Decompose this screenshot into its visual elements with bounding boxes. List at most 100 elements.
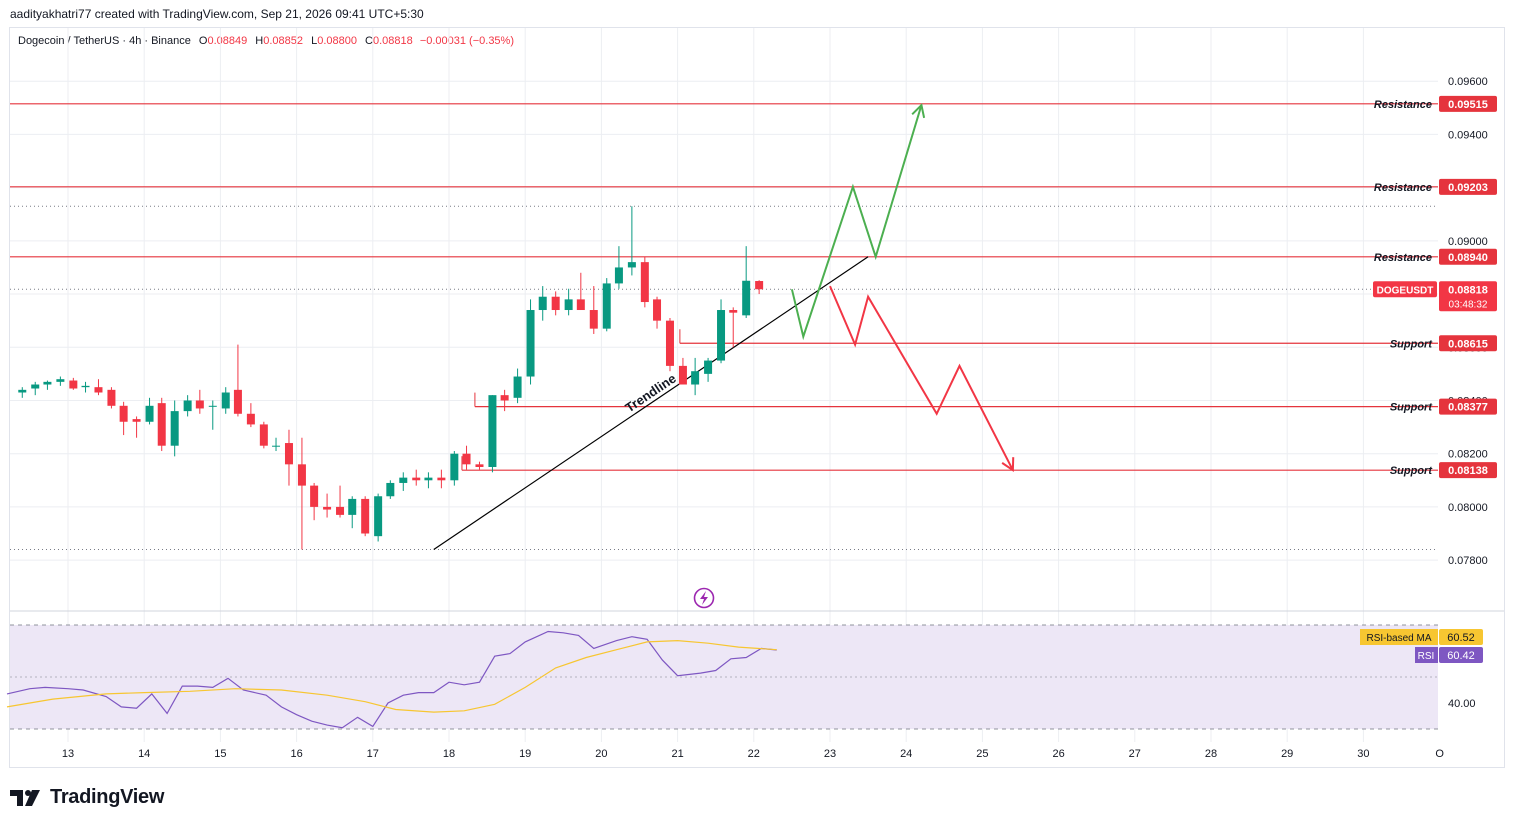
- level-price-tag: [1439, 398, 1497, 415]
- candle: [323, 493, 332, 518]
- candle: [729, 307, 738, 348]
- candle-body: [678, 365, 687, 385]
- candle-body: [348, 498, 357, 515]
- level-price-tag: [1439, 248, 1497, 265]
- candle: [488, 395, 497, 473]
- candle-body: [259, 424, 268, 446]
- x-tick-label: 24: [900, 748, 912, 760]
- resistance-label: Resistance: [1374, 99, 1432, 111]
- candle-body: [18, 389, 27, 393]
- rsi-layer: [6, 630, 777, 729]
- support-label: Support: [1390, 402, 1433, 414]
- candle-body: [755, 281, 764, 290]
- candle: [208, 400, 217, 430]
- candle: [336, 485, 345, 518]
- candle: [119, 401, 128, 436]
- candle-body: [589, 310, 598, 329]
- level-price-tag-text: 0.09203: [1448, 182, 1488, 194]
- candle-body: [361, 498, 370, 534]
- open-value: 0.08849: [207, 35, 248, 47]
- lightning-icon[interactable]: [693, 587, 715, 609]
- candle-body: [31, 384, 40, 389]
- candle-body: [43, 381, 52, 385]
- candle-body: [488, 395, 497, 467]
- high-label: H: [255, 35, 264, 47]
- candle: [614, 246, 623, 289]
- level-price-tag-text: 0.08940: [1448, 252, 1488, 264]
- level-price-tag-text: 0.08377: [1448, 402, 1488, 414]
- tradingview-logo-icon: [10, 789, 40, 806]
- candle-body: [81, 385, 90, 388]
- candle: [348, 496, 357, 529]
- candle-body: [614, 267, 623, 284]
- candle: [602, 278, 611, 332]
- rsi-y-tick-label: 40.00: [1448, 698, 1476, 710]
- level-price-tag: [1439, 178, 1497, 195]
- y-tick-label: 0.09400: [1448, 129, 1488, 141]
- candle: [56, 376, 65, 386]
- candle: [462, 445, 471, 470]
- y-tick-label: 0.09600: [1448, 76, 1488, 88]
- rsi-ma-line: [6, 639, 777, 713]
- projection-layer: [790, 103, 1015, 473]
- candle-body: [564, 299, 573, 311]
- candle-body: [538, 296, 547, 311]
- candle-body: [450, 453, 459, 481]
- x-tick-label: 28: [1205, 748, 1217, 760]
- candle: [538, 286, 547, 321]
- candle: [500, 389, 509, 412]
- candle: [755, 280, 764, 295]
- bullish-projection-path-arrowhead: [911, 103, 926, 119]
- candle: [576, 272, 585, 311]
- x-tick-label: 20: [595, 748, 607, 760]
- close-label: C: [365, 35, 373, 47]
- candle-body: [107, 389, 116, 406]
- candle-body: [437, 477, 446, 481]
- candle-body: [640, 262, 649, 303]
- candle: [665, 318, 674, 372]
- candle-body: [284, 443, 293, 465]
- candle: [132, 416, 141, 438]
- candle-body: [462, 453, 471, 465]
- rsi-ma-value: 60.52: [1447, 632, 1475, 644]
- symbol-title[interactable]: Dogecoin / TetherUS · 4h · Binance: [18, 35, 191, 47]
- x-tick-label: 18: [443, 748, 455, 760]
- candle: [272, 437, 281, 452]
- resistance-label: Resistance: [1374, 182, 1432, 194]
- candle: [233, 344, 242, 417]
- candle: [424, 472, 433, 489]
- support-label: Support: [1390, 465, 1433, 477]
- last-price-tag: [1439, 281, 1497, 312]
- candle: [526, 299, 535, 385]
- candle: [412, 469, 421, 486]
- candle-body: [500, 395, 509, 401]
- rsi-line: [6, 630, 777, 729]
- candle: [717, 299, 726, 364]
- candle-body: [627, 262, 636, 268]
- candle-body: [221, 392, 230, 409]
- level-price-tag-text: 0.09515: [1448, 99, 1488, 111]
- change-value: −0.00031 (−0.35%): [419, 35, 514, 47]
- candle: [284, 429, 293, 486]
- x-tick-label: 19: [519, 748, 531, 760]
- candle: [742, 246, 751, 318]
- candle: [678, 357, 687, 385]
- candle-body: [208, 405, 217, 407]
- y-tick-label: 0.09000: [1448, 236, 1488, 248]
- candle-body: [653, 299, 662, 321]
- candle: [195, 389, 204, 414]
- candle-body: [94, 387, 103, 393]
- tradingview-logo[interactable]: TradingView: [10, 786, 164, 809]
- footer-brand: TradingView: [50, 786, 165, 808]
- candle: [361, 496, 370, 537]
- x-tick-label: 15: [214, 748, 226, 760]
- rsi-value: 60.42: [1447, 650, 1475, 662]
- level-price-tag: [1439, 462, 1497, 479]
- candle: [551, 291, 560, 316]
- candle: [399, 472, 408, 491]
- countdown-text: 03:48:32: [1449, 299, 1488, 310]
- candle-body: [513, 376, 522, 398]
- candle-body: [132, 419, 141, 422]
- open-label: O: [198, 35, 208, 47]
